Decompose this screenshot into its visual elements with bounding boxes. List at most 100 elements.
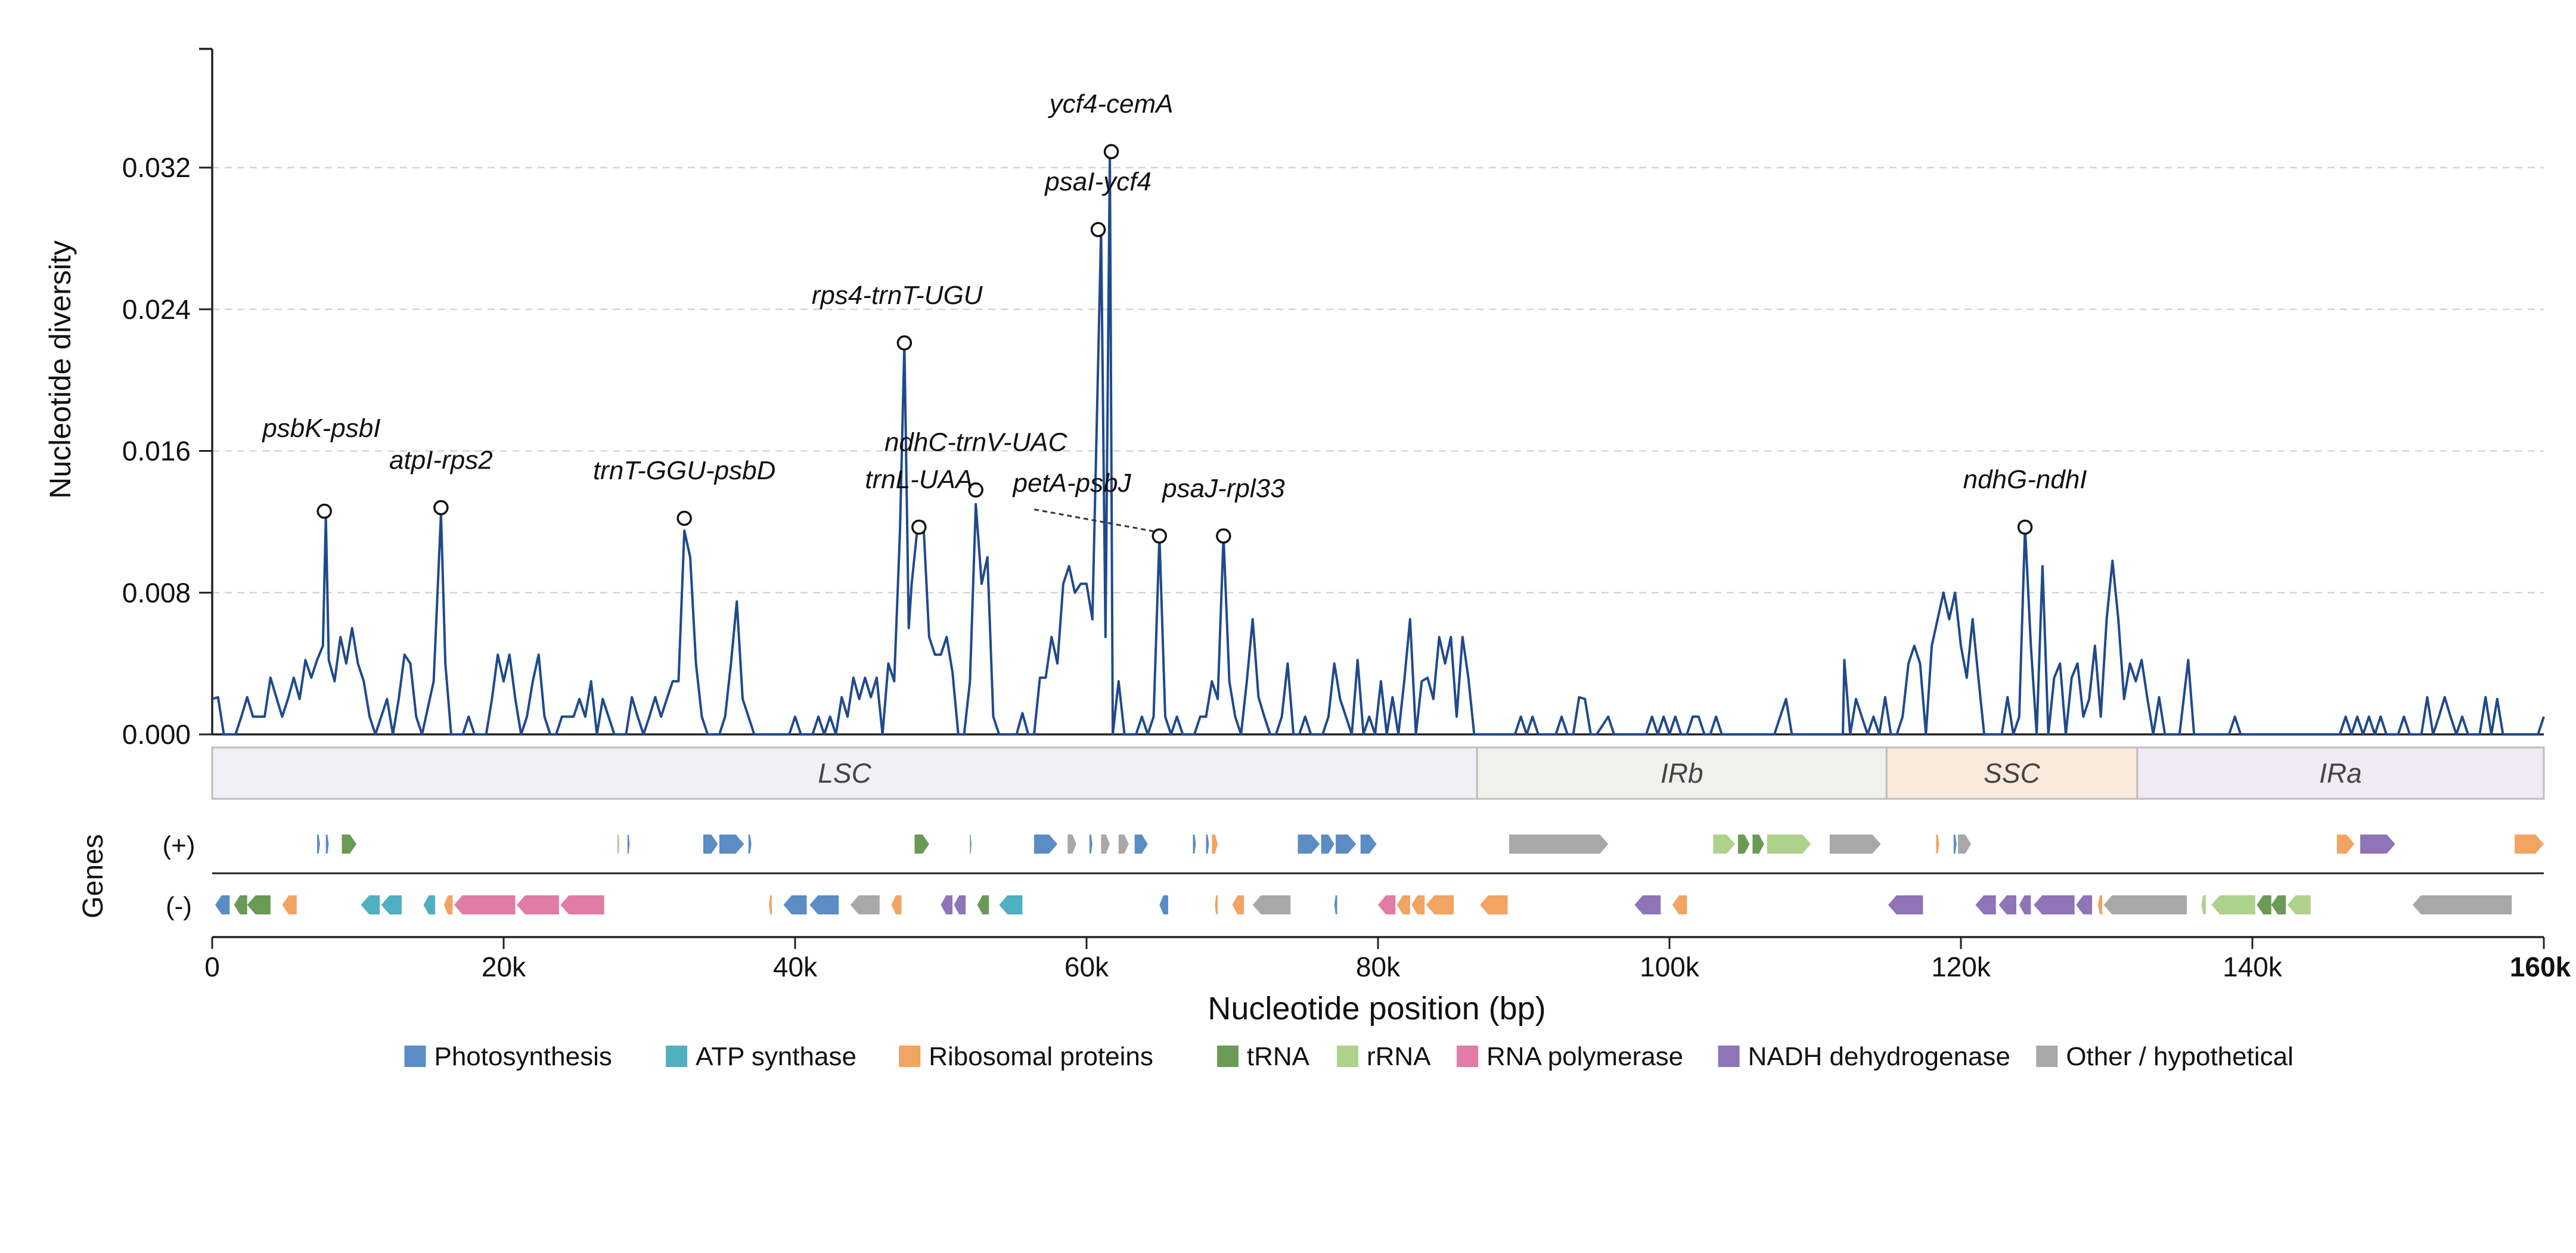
- genes-track-title: Genes: [77, 834, 109, 918]
- gene-feature: [1159, 895, 1168, 914]
- gene-feature: [719, 835, 744, 854]
- gene-feature: [342, 835, 357, 854]
- gene-feature: [748, 835, 752, 854]
- gene-feature: [2336, 835, 2355, 854]
- legend-swatch: [1718, 1046, 1740, 1067]
- legend-label: NADH dehydrogenase: [1748, 1042, 2010, 1071]
- x-tick-label: 60k: [1064, 951, 1109, 982]
- region-label: SSC: [1984, 758, 2040, 789]
- gene-feature: [783, 895, 807, 914]
- peak-marker: [1090, 222, 1106, 237]
- peak-label: ndhG-ndhI: [1963, 465, 2087, 494]
- y-tick-label: 0.032: [122, 152, 191, 183]
- region-block: [1476, 746, 1888, 800]
- gene-feature: [1396, 895, 1410, 914]
- gene-feature: [2211, 895, 2255, 914]
- gene-feature: [2076, 895, 2093, 914]
- peak-label: psaJ-rpl33: [1161, 474, 1285, 503]
- legend-swatch: [666, 1046, 688, 1067]
- gene-feature: [317, 835, 320, 854]
- peak-label: trnL-UAA: [865, 465, 973, 494]
- gene-feature: [809, 895, 839, 914]
- axes: 0.000 0.008 0.016 0.024 0.032 0 20k 40k 60k 80k 10…: [122, 48, 2571, 982]
- region-block: [211, 746, 1478, 800]
- gene-feature: [1411, 895, 1425, 914]
- gene-feature: [1426, 895, 1454, 914]
- legend-label: ATP synthase: [696, 1042, 856, 1071]
- gene-feature: [891, 895, 902, 914]
- gene-feature: [1480, 895, 1508, 914]
- peak-label: ndhC-trnV-UAC: [884, 428, 1068, 457]
- gene-feature: [454, 895, 516, 914]
- gene-feature: [1360, 835, 1377, 854]
- gene-feature: [970, 835, 972, 854]
- peak-marker: [433, 500, 449, 516]
- peak-label: ycf4-cemA: [1048, 89, 1174, 119]
- gene-feature: [1089, 835, 1093, 854]
- gene-feature: [1212, 835, 1218, 854]
- gene-feature: [1958, 835, 1972, 854]
- gene-feature: [560, 895, 604, 914]
- region-label: LSC: [818, 758, 871, 789]
- gene-feature: [2271, 895, 2286, 914]
- gene-feature: [361, 895, 380, 914]
- gene-feature: [2034, 895, 2075, 914]
- legend-label: Photosynthesis: [434, 1042, 612, 1071]
- x-tick-label: 120k: [1931, 951, 1991, 982]
- x-axis-label: Nucleotide position (bp): [1208, 991, 1545, 1026]
- gene-feature: [627, 835, 630, 854]
- x-tick-label: 80k: [1356, 951, 1401, 982]
- gene-feature: [215, 895, 230, 914]
- x-tick-label: 40k: [773, 951, 818, 982]
- gene-feature: [999, 895, 1023, 914]
- gene-feature: [247, 895, 271, 914]
- peak-marker: [896, 335, 913, 351]
- diversity-line-layer: [212, 152, 2545, 736]
- gene-feature: [443, 895, 453, 914]
- peak-label: rps4-trnT-UGU: [812, 281, 983, 310]
- diversity-line: [212, 152, 2545, 736]
- gene-feature: [1378, 895, 1396, 914]
- gene-feature: [1193, 835, 1196, 854]
- gene-feature: [1298, 835, 1320, 854]
- gene-feature: [1888, 895, 1923, 914]
- gene-feature: [1634, 895, 1661, 914]
- legend-label: rRNA: [1367, 1042, 1431, 1071]
- legend-swatch: [1216, 1046, 1239, 1067]
- gene-feature: [2412, 895, 2512, 914]
- peak-label: psaI-ycf4: [1044, 168, 1152, 197]
- gene-feature: [941, 895, 953, 914]
- gene-feature: [1336, 835, 1357, 854]
- region-label: IRb: [1661, 758, 1703, 789]
- peak-label: psbK-psbI: [261, 414, 380, 443]
- region-block: [1885, 746, 2139, 800]
- legend-label: RNA polymerase: [1486, 1042, 1683, 1071]
- gene-feature: [1829, 835, 1881, 854]
- gene-feature: [1953, 835, 1957, 854]
- gene-feature: [1206, 835, 1209, 854]
- gene-feature: [1215, 895, 1218, 914]
- peak-marker: [1216, 528, 1231, 544]
- y-tick-label: 0.016: [122, 436, 191, 467]
- gene-feature: [977, 895, 989, 914]
- gene-feature: [1067, 835, 1076, 854]
- gene-feature: [1509, 835, 1609, 854]
- gene-feature: [2515, 835, 2544, 854]
- y-tick-label: 0.008: [122, 577, 191, 608]
- y-grid: [212, 166, 2544, 594]
- gene-feature: [1252, 895, 1291, 914]
- legend-swatch: [404, 1046, 426, 1067]
- peak-label: trnT-GGU-psbD: [593, 456, 775, 485]
- peak-marker: [911, 519, 927, 535]
- gene-feature: [1101, 835, 1110, 854]
- gene-feature: [1767, 835, 1811, 854]
- gene-feature: [1975, 895, 1996, 914]
- gene-feature: [1232, 895, 1244, 914]
- gene-feature: [1672, 895, 1687, 914]
- y-tick-label: 0.000: [122, 719, 191, 750]
- gene-feature: [703, 835, 718, 854]
- peak-marker: [1103, 144, 1119, 160]
- legend-label: Ribosomal proteins: [929, 1042, 1153, 1071]
- gene-feature: [2103, 895, 2187, 914]
